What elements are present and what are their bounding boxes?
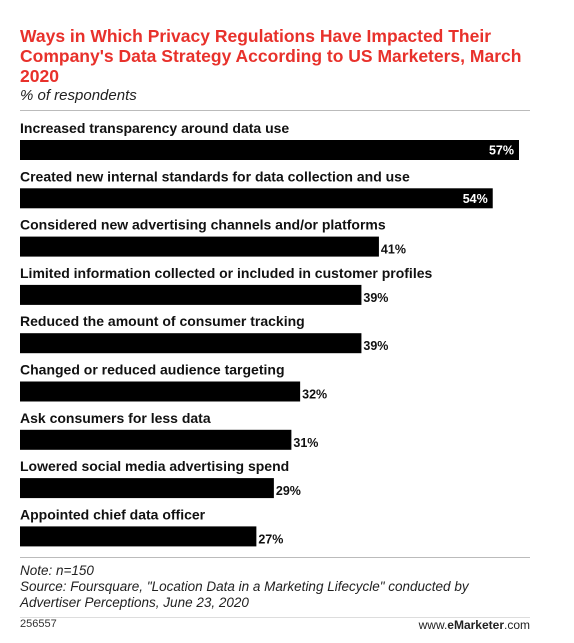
bar: [20, 333, 362, 354]
value-label: 39%: [363, 339, 388, 353]
value-label: 41%: [381, 243, 406, 257]
bar: [20, 526, 257, 547]
value-label: 27%: [258, 532, 283, 546]
value-label: 29%: [276, 484, 301, 498]
category-label: Reduced the amount of consumer tracking: [20, 313, 305, 329]
bar: [20, 188, 493, 209]
chart-subtitle: % of respondents: [20, 87, 137, 104]
chart-title: Ways in Which Privacy Regulations Have I…: [20, 26, 522, 86]
category-label: Increased transparency around data use: [20, 120, 289, 136]
bar: [20, 429, 292, 450]
bar: [20, 140, 519, 160]
bar: [20, 284, 362, 305]
source-text: Source: Foursquare, "Location Data in a …: [20, 579, 469, 610]
category-label: Appointed chief data officer: [20, 506, 206, 522]
brand-prefix: www.: [418, 618, 448, 632]
brand-url[interactable]: www.eMarketer.com: [419, 618, 530, 632]
bottom-divider: [20, 557, 530, 558]
category-label: Limited information collected or include…: [20, 265, 432, 281]
brand-suffix: .com: [503, 618, 530, 632]
footer-divider: [20, 617, 530, 618]
bar: [20, 478, 274, 499]
bar: [20, 381, 301, 402]
value-label: 57%: [489, 144, 514, 158]
top-divider: [20, 110, 530, 111]
category-label: Created new internal standards for data …: [20, 168, 410, 184]
value-label: 32%: [302, 388, 327, 402]
category-label: Changed or reduced audience targeting: [20, 362, 285, 378]
value-label: 31%: [293, 436, 318, 450]
brand-name: eMarketer: [447, 618, 504, 632]
chart-notes: Note: n=150 Source: Foursquare, "Locatio…: [20, 563, 520, 611]
value-label: 54%: [463, 192, 488, 206]
bar: [20, 236, 379, 257]
note-text: Note: n=150: [20, 563, 94, 578]
category-label: Lowered social media advertising spend: [20, 458, 289, 474]
category-label: Considered new advertising channels and/…: [20, 217, 386, 233]
chart-id: 256557: [20, 618, 57, 630]
value-label: 39%: [363, 291, 388, 305]
category-label: Ask consumers for less data: [20, 410, 211, 426]
